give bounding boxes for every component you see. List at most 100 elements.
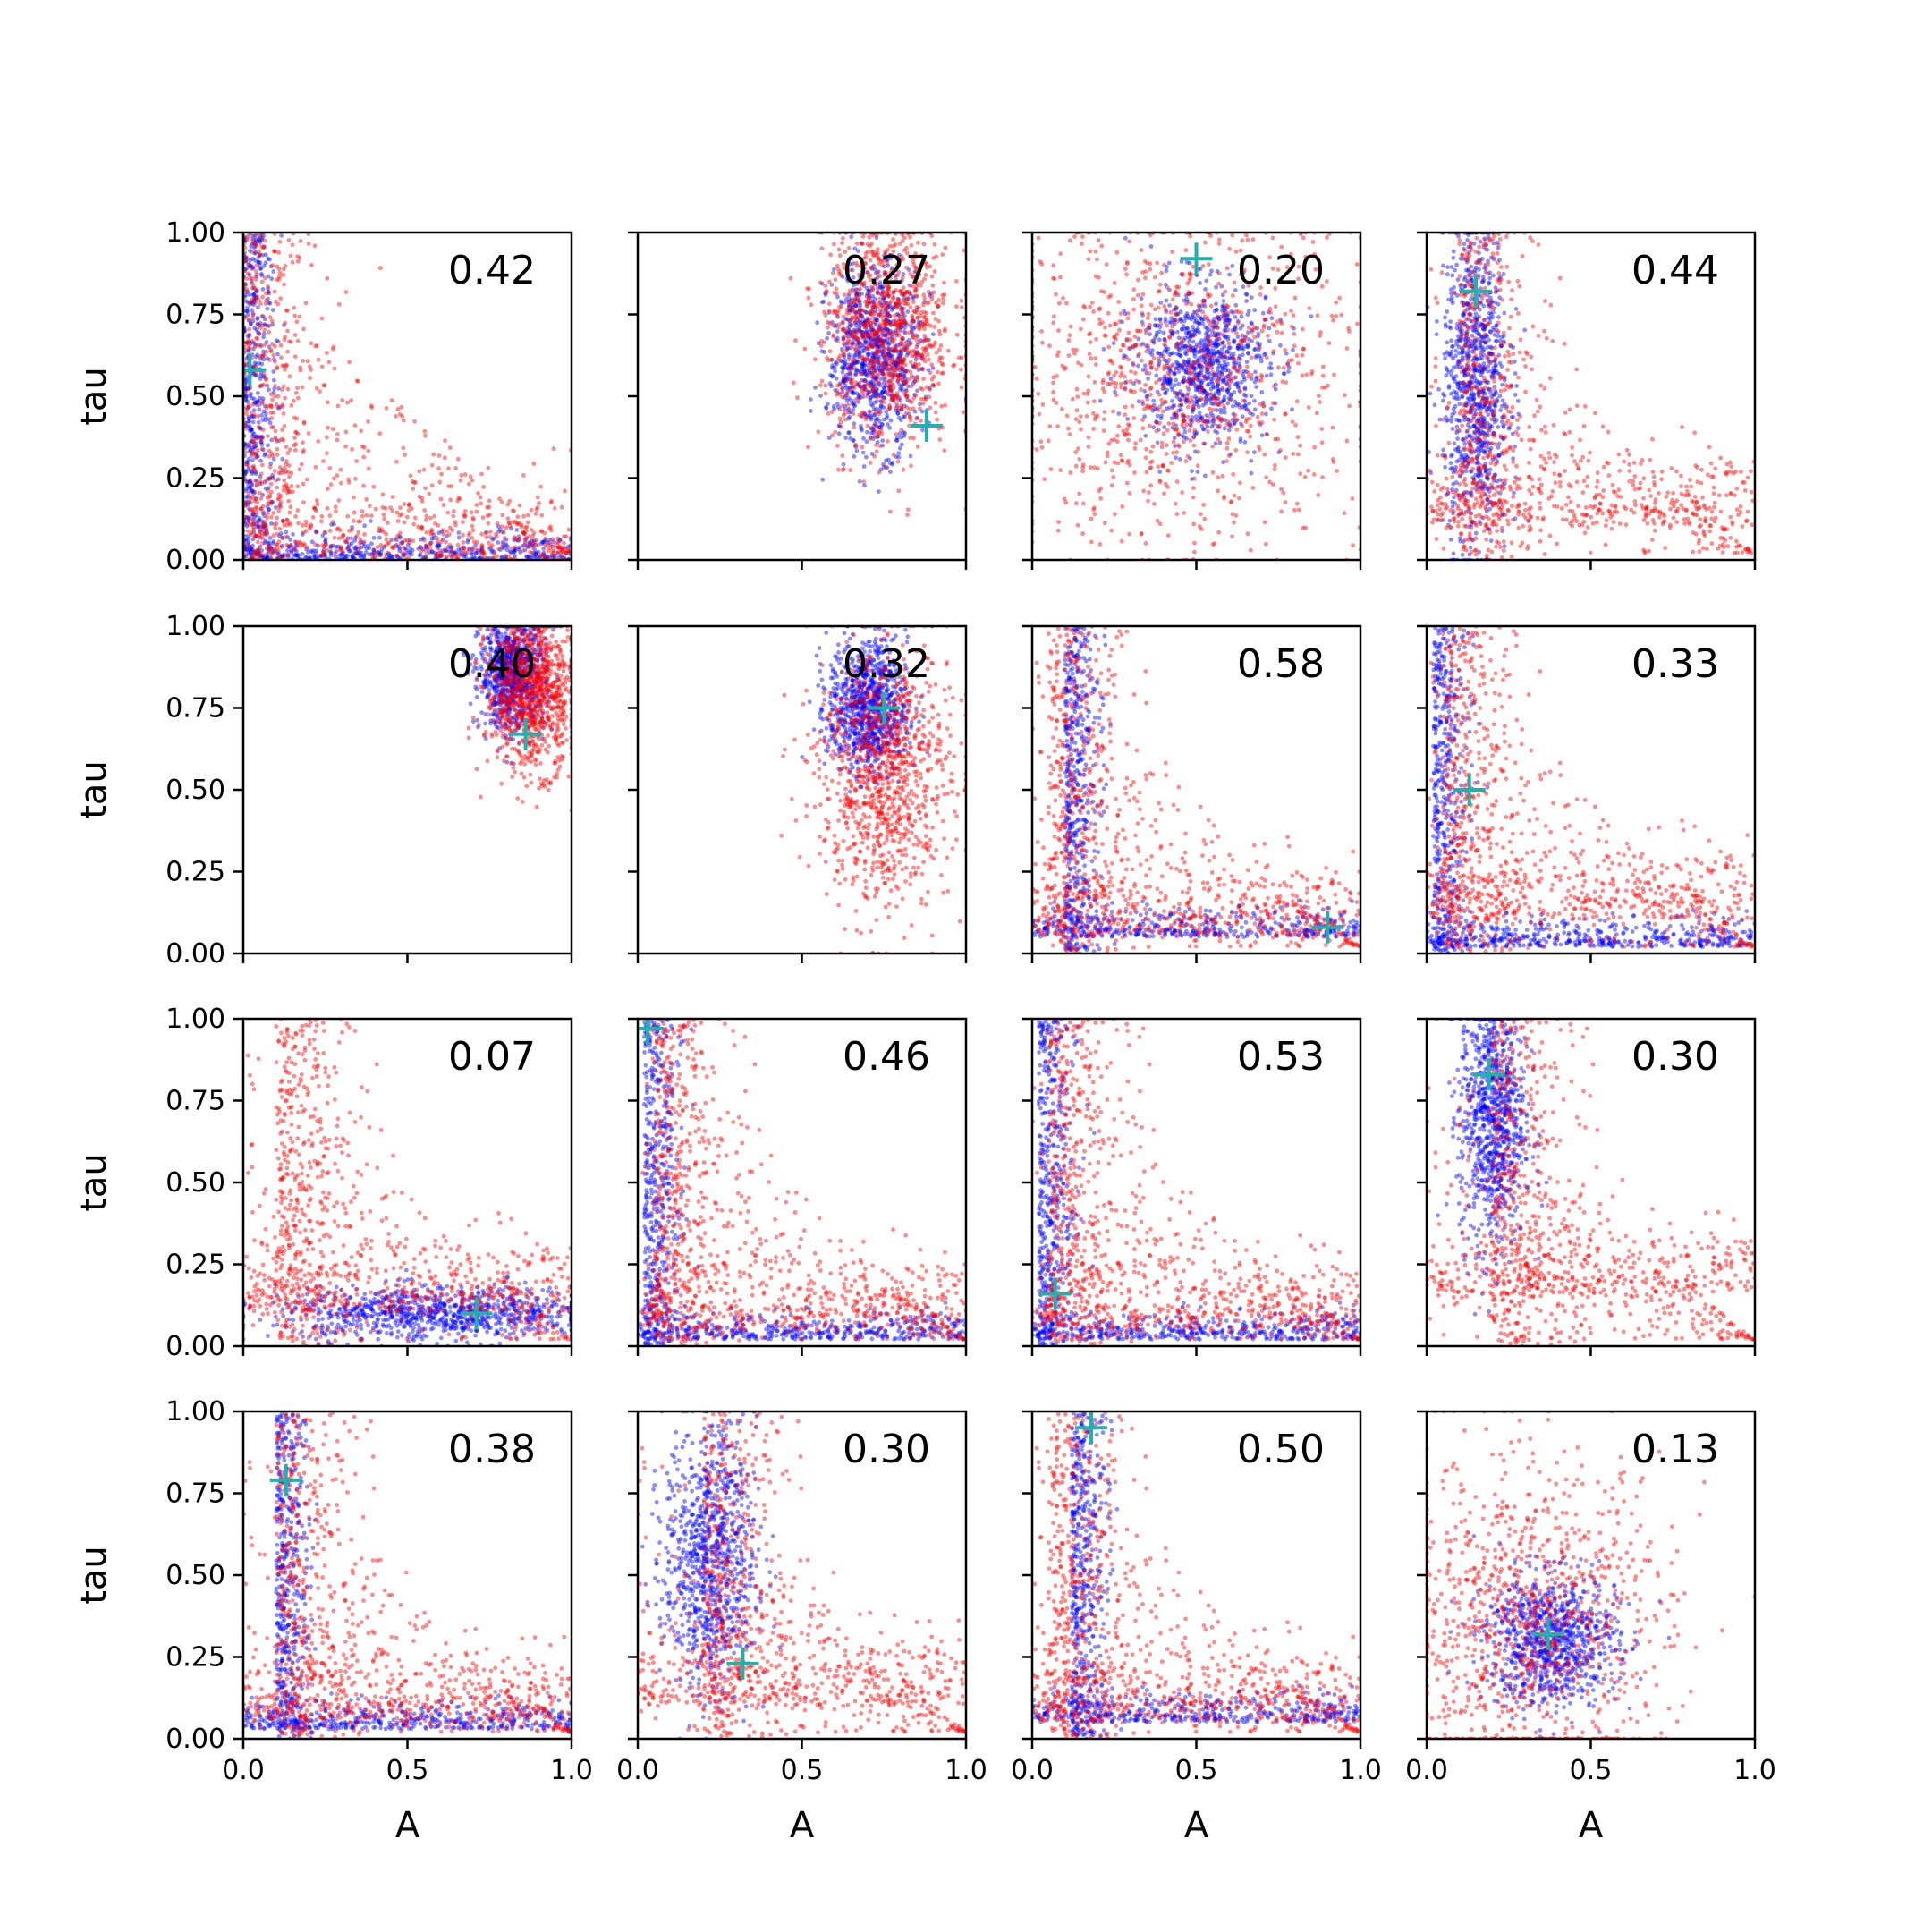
point-red [1186, 404, 1191, 410]
point-red [302, 544, 308, 548]
point-blue [846, 430, 852, 435]
point-red [275, 515, 280, 521]
point-blue [856, 400, 861, 404]
point-red [833, 309, 838, 314]
point-red [462, 472, 468, 477]
point-blue [534, 555, 539, 560]
point-red [920, 319, 925, 325]
point-blue [516, 538, 521, 543]
point-blue [881, 346, 886, 352]
point-blue [379, 547, 385, 552]
point-blue [1260, 310, 1266, 316]
point-blue [1154, 330, 1159, 335]
point-blue [882, 264, 886, 269]
point-blue [1252, 308, 1258, 313]
point-red [893, 345, 898, 351]
point-blue [860, 242, 865, 246]
point-blue [1209, 379, 1214, 385]
point-red [865, 415, 870, 420]
point-red [416, 524, 420, 530]
point-blue [395, 555, 400, 559]
point-blue [1157, 470, 1163, 474]
point-red [1171, 450, 1175, 455]
point-red [441, 531, 446, 537]
point-blue [245, 301, 250, 305]
point-red [245, 529, 250, 534]
point-red [902, 356, 907, 361]
point-blue [1269, 406, 1274, 411]
point-blue [520, 544, 525, 548]
point-blue [320, 554, 325, 558]
point-red [900, 314, 905, 318]
point-red [919, 253, 924, 258]
point-red [247, 332, 252, 337]
point-blue [859, 323, 863, 328]
point-blue [901, 357, 906, 362]
point-red [274, 542, 279, 547]
point-blue [243, 394, 249, 399]
point-red [257, 523, 261, 528]
point-blue [436, 530, 442, 536]
point-blue [1151, 398, 1156, 403]
point-red [877, 326, 883, 331]
point-red [908, 414, 912, 419]
point-red [916, 326, 921, 330]
point-blue [902, 434, 907, 439]
point-blue [1264, 373, 1269, 378]
point-red [862, 325, 868, 330]
point-blue [512, 538, 516, 543]
point-blue [1249, 394, 1254, 399]
point-red [860, 355, 865, 360]
point-red [908, 292, 913, 297]
point-red [346, 479, 352, 485]
point-red [882, 346, 887, 352]
point-blue [248, 301, 253, 307]
point-red [1270, 401, 1275, 406]
point-red [312, 243, 318, 249]
point-red [247, 318, 251, 323]
point-red [325, 451, 329, 456]
point-blue [832, 406, 836, 411]
point-blue [369, 519, 373, 523]
point-blue [841, 320, 845, 326]
point-blue [555, 550, 560, 555]
point-red [250, 275, 255, 281]
point-blue [881, 366, 886, 371]
point-blue [913, 357, 919, 362]
point-red [865, 318, 870, 323]
point-red [267, 453, 272, 459]
point-red [892, 337, 897, 342]
point-blue [424, 543, 428, 548]
point-blue [249, 487, 254, 493]
point-blue [847, 377, 852, 382]
point-blue [277, 404, 283, 410]
point-blue [260, 524, 266, 530]
point-red [261, 244, 267, 250]
point-red [429, 462, 435, 468]
point-red [533, 512, 538, 516]
point-red [825, 290, 829, 295]
point-blue [897, 301, 902, 307]
point-blue [878, 394, 884, 399]
point-blue [881, 295, 886, 301]
point-red [1124, 427, 1130, 432]
point-red [894, 391, 900, 395]
point-red [1292, 295, 1298, 301]
point-blue [885, 465, 890, 470]
point-blue [872, 297, 877, 301]
point-blue [243, 292, 249, 298]
point-red [877, 308, 883, 313]
point-red [866, 295, 871, 300]
point-blue [261, 233, 267, 238]
point-blue [879, 368, 885, 373]
point-red [329, 544, 334, 548]
point-blue [895, 360, 901, 365]
point-blue [423, 554, 428, 558]
point-red [338, 480, 343, 486]
point-red [853, 335, 858, 340]
point-red [908, 415, 912, 419]
point-red [479, 501, 484, 506]
point-red [244, 276, 249, 281]
point-red [932, 242, 937, 247]
point-blue [321, 547, 326, 552]
